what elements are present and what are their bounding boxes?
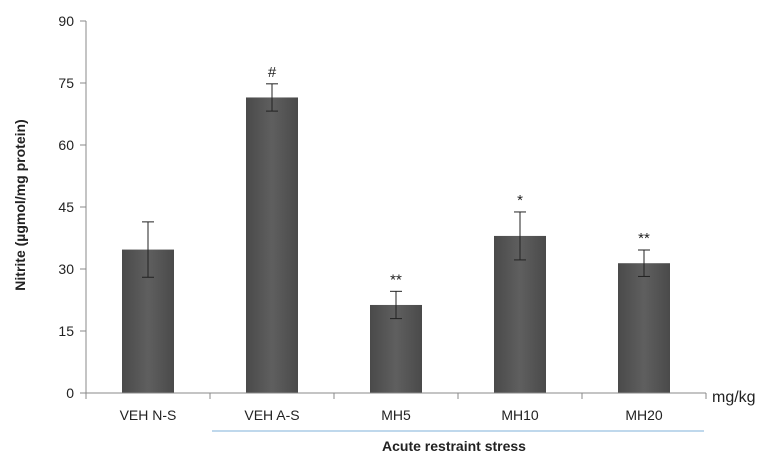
significance-marker: * — [517, 192, 523, 209]
x-tick-label: MH5 — [381, 407, 411, 423]
bar — [494, 235, 546, 393]
y-tick-label: 15 — [58, 323, 74, 339]
x-axis-ticks: VEH N-S VEH A-S MH5 MH10 MH20 — [85, 393, 707, 423]
y-axis-title: Nitrite (µgmol/mg protein) — [12, 119, 28, 290]
y-tick-label: 60 — [58, 137, 74, 153]
bar — [370, 304, 422, 393]
x-tick-label: VEH A-S — [244, 407, 299, 423]
significance-marker: ** — [638, 230, 650, 247]
bar — [246, 97, 298, 393]
y-tick-label: 90 — [58, 13, 74, 29]
bars: #***** — [122, 64, 670, 393]
unit-label: mg/kg — [712, 389, 756, 406]
y-tick-label: 30 — [58, 261, 74, 277]
y-tick-label: 45 — [58, 199, 74, 215]
axes — [85, 21, 706, 394]
y-tick-label: 0 — [66, 385, 74, 401]
bar — [618, 263, 670, 393]
y-axis-ticks: 0 15 30 45 60 75 90 — [58, 13, 86, 401]
significance-marker: ** — [390, 271, 402, 288]
x-tick-label: VEH N-S — [120, 407, 177, 423]
significance-marker: # — [268, 64, 277, 81]
y-tick-label: 75 — [58, 75, 74, 91]
x-tick-label: MH20 — [625, 407, 663, 423]
group-label: Acute restraint stress — [382, 438, 526, 454]
x-tick-label: MH10 — [501, 407, 539, 423]
